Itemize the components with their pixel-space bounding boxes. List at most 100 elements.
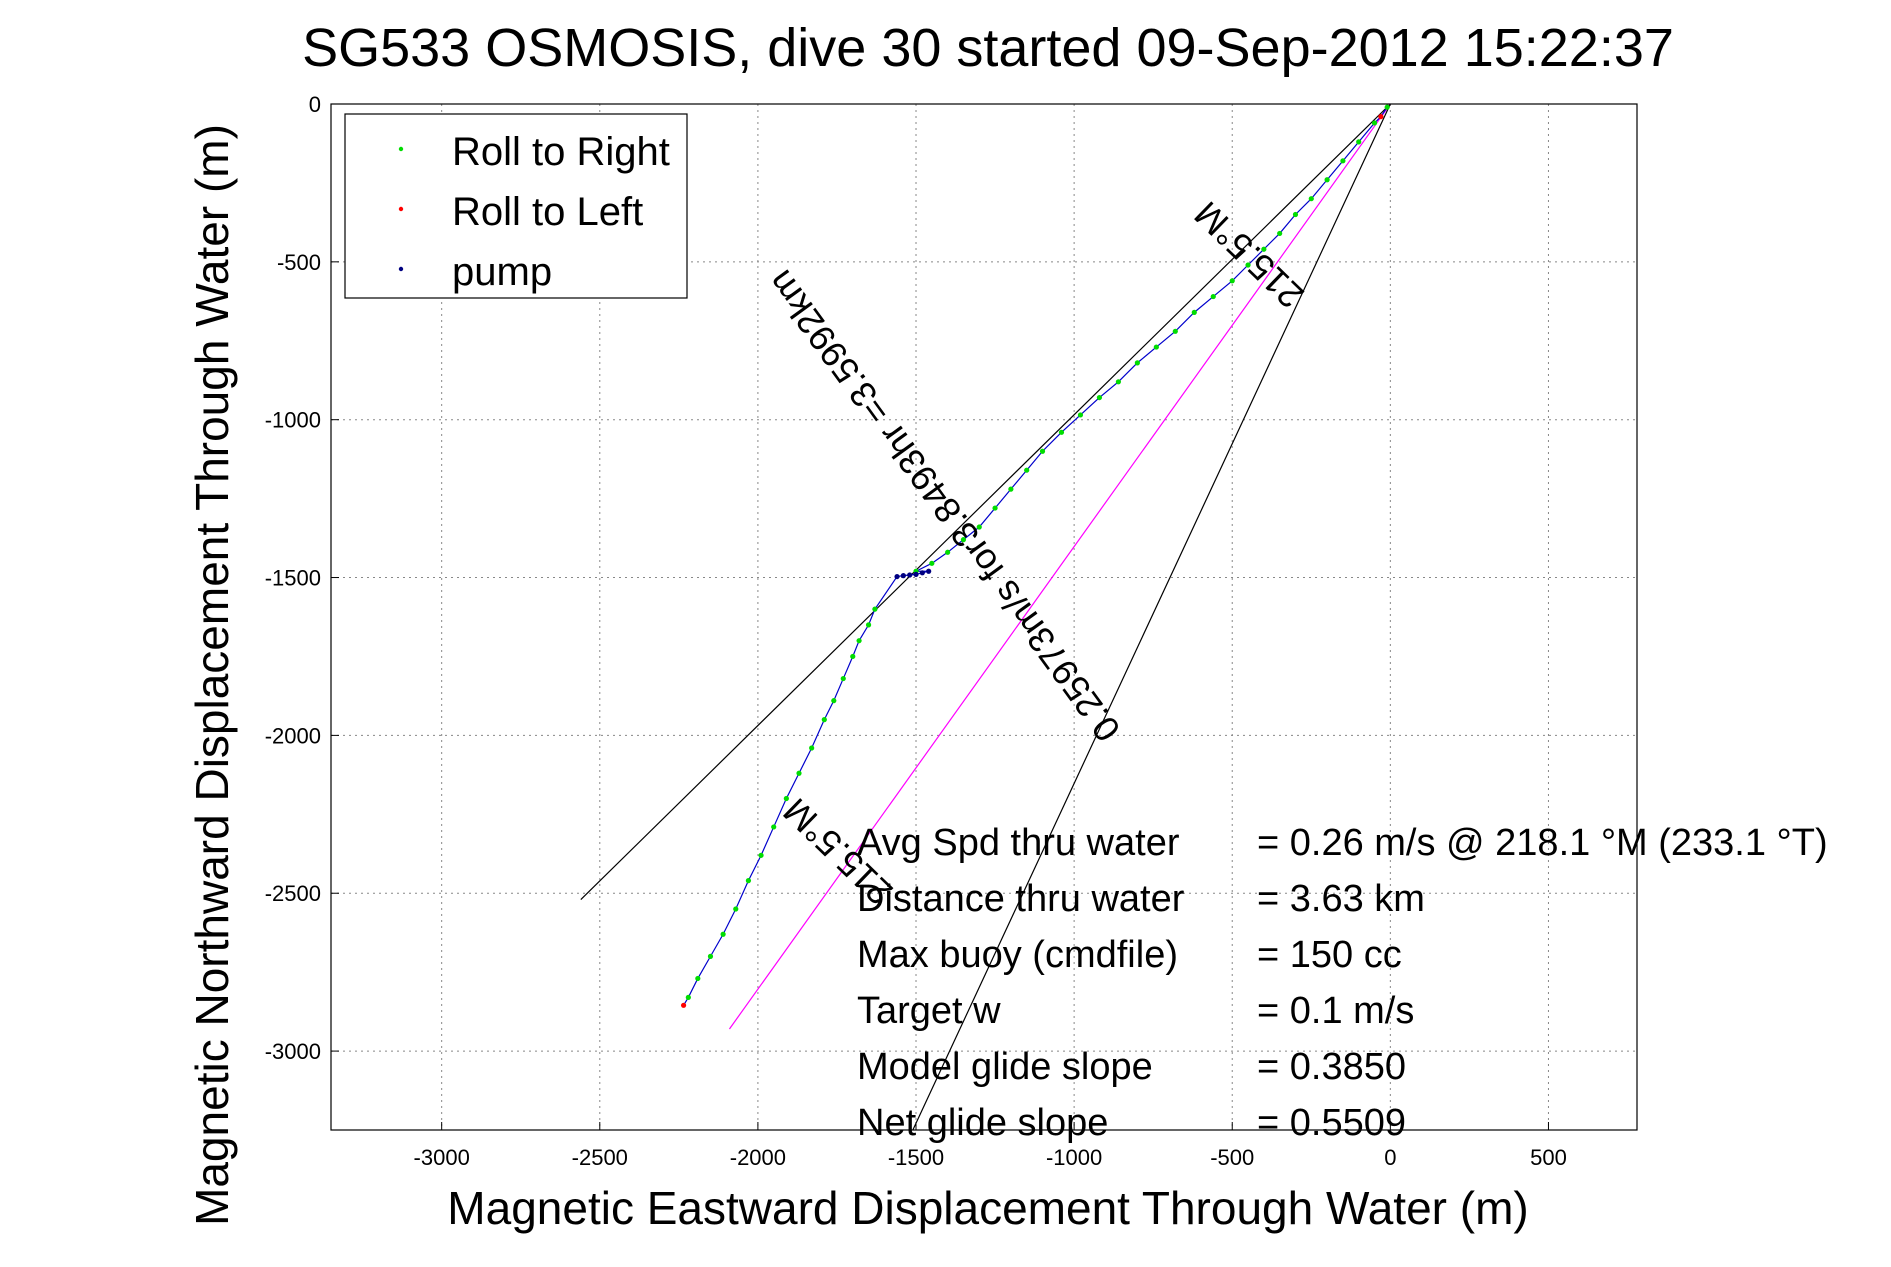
x-tick-label: 0 [1384, 1145, 1396, 1170]
point-roll-to-right [929, 560, 935, 566]
point-roll-to-right [1039, 448, 1046, 454]
point-roll-to-right [821, 717, 827, 723]
point-roll-to-right [840, 675, 846, 682]
stat-label: Avg Spd thru water [857, 822, 1180, 864]
point-roll-to-right [758, 852, 764, 858]
data-points [680, 104, 1390, 1008]
point-roll-to-right [872, 606, 878, 612]
point-roll-to-right [733, 906, 739, 912]
x-tick-label: -3000 [414, 1145, 470, 1170]
point-roll-to-right [1340, 158, 1346, 164]
point-roll-to-left [680, 1002, 687, 1008]
x-axis-label: Magnetic Eastward Displacement Through W… [447, 1182, 1528, 1234]
point-roll-to-right [1308, 196, 1314, 202]
point-pump [894, 573, 900, 580]
point-pump [907, 572, 913, 578]
point-roll-to-right [1292, 211, 1299, 218]
track-line [683, 106, 1388, 1006]
point-roll-to-right [1261, 246, 1267, 252]
annotation-line [728, 103, 1391, 1030]
point-roll-to-right [1277, 230, 1283, 237]
annotation-lines [580, 103, 1391, 1131]
point-roll-to-right [745, 878, 752, 884]
point-roll-to-right [1191, 309, 1197, 315]
stat-label: Distance thru water [857, 878, 1185, 920]
y-tick-label: -3000 [265, 1039, 321, 1064]
point-roll-to-right [1153, 344, 1159, 350]
point-roll-to-right [1008, 486, 1014, 492]
stat-label: Net glide slope [857, 1102, 1108, 1144]
point-roll-to-right [771, 824, 777, 830]
stats-block: Avg Spd thru water = 0.26 m/s @ 218.1 °M … [857, 822, 1828, 1144]
legend-label: Roll to Right [452, 130, 670, 174]
y-tick-label: -1500 [265, 566, 321, 591]
legend-marker [398, 266, 404, 272]
point-roll-to-right [809, 745, 815, 751]
point-roll-to-right [720, 931, 726, 937]
x-tick-label: -2500 [572, 1145, 628, 1170]
point-pump [926, 568, 932, 574]
legend-label: Roll to Left [452, 190, 643, 234]
line-label: 0.25973m/s for3.8493hr =3.5992km [759, 263, 1128, 749]
point-roll-to-right [1384, 104, 1390, 110]
point-roll-to-right [850, 653, 856, 660]
point-roll-to-right [976, 524, 982, 530]
annotation-line [580, 103, 1391, 900]
y-tick-label: -2500 [265, 881, 321, 906]
stat-value: = 0.5509 [1257, 1102, 1406, 1144]
point-roll-to-right [695, 975, 701, 982]
y-tick-label: -1000 [265, 408, 321, 433]
y-tick-label: 0 [309, 92, 321, 117]
plot-frame [330, 103, 1638, 1131]
line-labels: 215.5°M0.25973m/s for3.8493hr =3.5992km2… [759, 194, 1311, 914]
stat-value: = 0.3850 [1257, 1046, 1406, 1088]
stat-value: = 0.26 m/s @ 218.1 °M (233.1 °T) [1257, 822, 1828, 864]
point-roll-to-right [1115, 379, 1121, 385]
x-tick-label: -1000 [1046, 1145, 1102, 1170]
point-roll-to-right [1210, 293, 1216, 300]
point-roll-to-left [1378, 114, 1384, 120]
point-roll-to-right [856, 638, 862, 644]
axis-ticks: -3000 -2500 -2000 -1500 -1000 -500 0 500 0 -500 -1… [265, 92, 1567, 1170]
line-label: 215.5°M [1186, 194, 1311, 317]
point-roll-to-right [1077, 412, 1084, 418]
point-roll-to-right [945, 549, 951, 555]
point-roll-to-right [796, 770, 802, 776]
point-roll-to-right [865, 622, 872, 628]
point-roll-to-right [1058, 429, 1065, 435]
stat-value: = 3.63 km [1257, 878, 1425, 920]
annotation-line [912, 103, 1391, 1131]
legend-marker [398, 206, 404, 212]
y-tick-label: -2000 [265, 723, 321, 748]
stat-label: Target w [857, 990, 1001, 1032]
dive-track-line [683, 106, 1388, 1006]
point-roll-to-right [1134, 360, 1140, 366]
point-roll-to-right [1024, 467, 1030, 473]
point-roll-to-right [1245, 262, 1251, 268]
stat-label: Max buoy (cmdfile) [857, 934, 1178, 976]
stat-value: = 0.1 m/s [1257, 990, 1414, 1032]
point-roll-to-right [783, 795, 789, 802]
y-axis-label: Magnetic Northward Displacement Through … [186, 124, 238, 1226]
point-roll-to-right [707, 953, 714, 959]
stat-value: = 150 cc [1257, 934, 1402, 976]
x-tick-label: -1500 [888, 1145, 944, 1170]
point-roll-to-right [1324, 177, 1330, 183]
point-roll-to-right [685, 994, 691, 1001]
x-tick-label: -2000 [730, 1145, 786, 1170]
point-roll-to-right [1356, 139, 1362, 145]
y-tick-label: -500 [277, 250, 321, 275]
point-roll-to-right [831, 698, 837, 704]
x-tick-label: -500 [1210, 1145, 1254, 1170]
point-pump [913, 571, 919, 577]
legend: Roll to Right Roll to Left pump [344, 113, 688, 299]
point-roll-to-right [1172, 328, 1178, 334]
chart-title: SG533 OSMOSIS, dive 30 started 09-Sep-20… [302, 18, 1674, 78]
point-roll-to-right [992, 505, 998, 511]
stat-label: Model glide slope [857, 1046, 1153, 1088]
point-roll-to-right [1096, 394, 1103, 401]
point-roll-to-right [960, 537, 967, 543]
x-tick-label: 500 [1530, 1145, 1567, 1170]
